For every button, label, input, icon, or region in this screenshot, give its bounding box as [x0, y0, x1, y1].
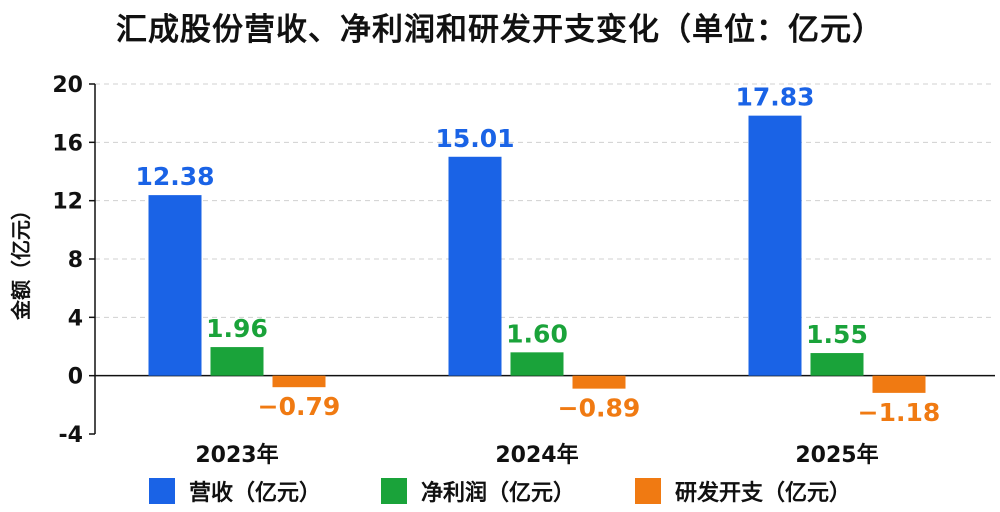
- legend-swatch: [635, 478, 661, 504]
- gridlines: [95, 83, 995, 318]
- data-label: 1.55: [806, 320, 868, 349]
- legend-label: 营收（亿元）: [188, 481, 321, 506]
- legend: 营收（亿元） 净利润（亿元） 研发开支（亿元）: [0, 474, 1000, 508]
- x-tick-label: 2024年: [495, 442, 578, 468]
- bar: [272, 375, 326, 388]
- y-tick-label: 12: [52, 190, 83, 215]
- y-tick-label: 0: [68, 365, 83, 390]
- data-label: 12.38: [135, 162, 214, 191]
- bar: [810, 353, 864, 376]
- data-label: 1.60: [506, 319, 568, 348]
- legend-swatch: [148, 478, 175, 504]
- data-label: 15.01: [435, 124, 514, 153]
- data-label: 17.83: [735, 83, 814, 112]
- legend-item: 营收（亿元）: [148, 475, 321, 507]
- legend-label: 净利润（亿元）: [420, 481, 575, 506]
- bars: [148, 115, 926, 393]
- legend-label: 研发开支（亿元）: [675, 481, 852, 506]
- y-tick-label: 8: [68, 248, 83, 273]
- x-tick-label: 2025年: [795, 442, 878, 468]
- legend-swatch: [380, 478, 407, 504]
- y-tick-label: 16: [52, 131, 83, 156]
- value-labels: 12.38 1.96 −0.79 15.01 1.60 −0.89 17.83 1.55 −1.…: [135, 83, 940, 427]
- bar: [148, 195, 202, 376]
- data-label: −0.79: [258, 392, 341, 421]
- bar: [448, 156, 502, 376]
- chart-title: 汇成股份营收、净利润和研发开支变化（单位：亿元）: [116, 12, 884, 48]
- axes: -4 0 4 8 12 16 20 2023年 2024年 2025年: [52, 73, 995, 468]
- y-tick-label: -4: [59, 423, 83, 448]
- bar: [748, 115, 802, 376]
- bar: [572, 375, 626, 389]
- data-label: −1.18: [858, 398, 941, 427]
- y-axis-label: 金额（亿元）: [9, 200, 33, 321]
- legend-item: 净利润（亿元）: [380, 475, 575, 507]
- legend-item: 研发开支（亿元）: [635, 475, 851, 507]
- data-label: −0.89: [558, 394, 641, 423]
- bar: [872, 375, 926, 393]
- y-tick-label: 4: [68, 306, 83, 331]
- x-tick-label: 2023年: [195, 442, 278, 468]
- data-label: 1.96: [206, 314, 268, 343]
- bar: [210, 347, 264, 376]
- y-tick-label: 20: [52, 73, 83, 98]
- bar: [510, 352, 564, 376]
